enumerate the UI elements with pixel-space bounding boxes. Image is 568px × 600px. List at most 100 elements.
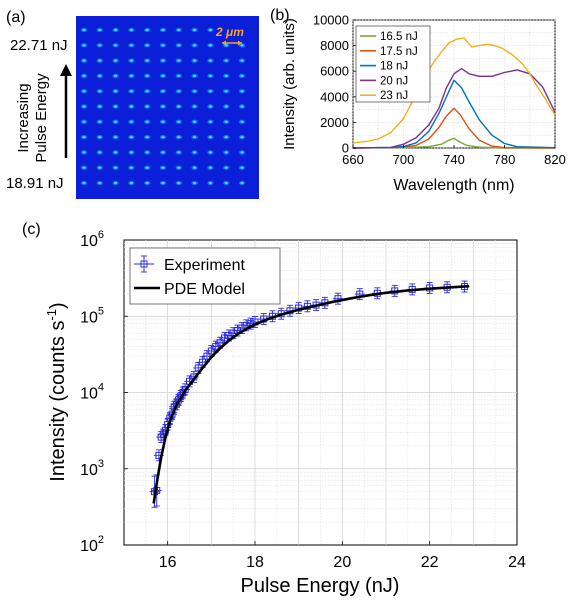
chart-c-y-tick-label: 106 — [80, 229, 104, 250]
emitter-spot — [224, 181, 228, 185]
chart-c-data-point — [215, 336, 226, 349]
chart-b-legend-label: 16.5 nJ — [380, 31, 418, 43]
emitter-spot — [193, 90, 197, 93]
panel-c: (c) 16 18 20 22 24 102 103 104 105 106 Pulse Ene… — [22, 221, 526, 597]
emitter-spot — [98, 105, 102, 108]
emitter-spot — [82, 181, 86, 185]
emitter-spot — [177, 90, 181, 93]
emitter-spot-grid — [80, 27, 246, 186]
emitter-spot — [98, 90, 102, 93]
chart-b-y-tick-label: 10000 — [313, 13, 349, 28]
emitter-spot — [177, 28, 181, 32]
emitter-spot — [161, 44, 165, 47]
emitter-spot — [224, 59, 228, 62]
scale-arrow-left — [222, 40, 226, 46]
emitter-spot — [240, 74, 244, 77]
emitter-spot — [177, 44, 181, 47]
emitter-spot — [161, 166, 165, 169]
chart-b-legend: 16.5 nJ 17.5 nJ 18 nJ 20 nJ 23 nJ — [355, 25, 431, 103]
chart-b-x-ticks: 660 700 740 780 820 — [342, 145, 566, 167]
emitter-spot — [193, 59, 197, 62]
chart-c-y-tick-label: 104 — [80, 382, 104, 403]
emitter-spot — [193, 28, 197, 32]
emitter-spot — [98, 181, 102, 185]
emitter-spot — [145, 120, 149, 123]
chart-b-series-line-0 — [352, 137, 555, 149]
chart-c-legend-label: Experiment — [164, 257, 245, 274]
panel-b-label: (b) — [270, 7, 290, 24]
chart-b-legend-label: 17.5 nJ — [380, 46, 418, 58]
emitter-spot — [114, 74, 118, 77]
chart-c-x-tick-label: 18 — [246, 554, 264, 571]
emitter-spot — [129, 28, 133, 32]
chart-b-x-tick-label: 660 — [342, 152, 364, 167]
emitter-spot — [129, 74, 133, 77]
emitter-spot — [82, 151, 86, 154]
emitter-spot — [145, 136, 149, 139]
chart-c-data-point — [153, 449, 164, 462]
emitter-spot — [129, 44, 133, 47]
emitter-spot — [145, 181, 149, 185]
emitter-spot — [177, 74, 181, 77]
emitter-spot — [114, 166, 118, 169]
chart-c-data-point — [332, 292, 343, 305]
emitter-spot — [145, 59, 149, 62]
emitter-spot — [240, 136, 244, 139]
emitter-spot — [114, 181, 118, 185]
emitter-spot — [177, 120, 181, 123]
chart-c-legend-box — [129, 247, 281, 305]
chart-c-legend-experiment-marker — [134, 255, 154, 273]
chart-c-x-tick-label: 20 — [333, 554, 351, 571]
chart-b-series-line-4 — [352, 37, 556, 144]
emitter-spot — [240, 181, 244, 185]
emitter-spot — [82, 120, 86, 123]
emitter-spot — [98, 151, 102, 154]
chart-c-x-tick-label: 24 — [508, 554, 526, 571]
emitter-spot — [240, 151, 244, 154]
emitter-spot — [114, 151, 118, 154]
emitter-spot — [208, 44, 212, 47]
emitter-spot — [193, 166, 197, 169]
emitter-spot — [208, 105, 212, 108]
chart-b-y-axis-label: Intensity (arb. units) — [281, 18, 298, 150]
emitter-spot — [114, 44, 118, 47]
emitter-spot — [161, 74, 165, 77]
chart-c-y-tick-label: 103 — [80, 458, 104, 479]
emitter-spot — [193, 120, 197, 123]
emitter-spot — [145, 28, 149, 32]
chart-b-legend-label: 18 nJ — [380, 61, 408, 73]
chart-c-y-tick-label: 105 — [80, 305, 104, 326]
chart-b-series-line-2 — [352, 79, 556, 149]
emitter-spot — [145, 151, 149, 154]
emitter-spot — [177, 181, 181, 185]
emitter-spot — [129, 166, 133, 169]
emitter-spot — [82, 44, 86, 47]
emitter-spot — [82, 59, 86, 62]
chart-b-x-tick-label: 700 — [393, 152, 415, 167]
emitter-spot — [82, 90, 86, 93]
emitter-spot — [177, 136, 181, 139]
chart-c-series — [149, 280, 470, 508]
emitter-spot — [161, 59, 165, 62]
emitter-spot — [82, 136, 86, 139]
panel-b: (b) 660 700 740 780 820 0 2000 4000 6000 8000 100… — [270, 7, 566, 194]
emitter-spot — [114, 59, 118, 62]
emitter-spot — [98, 59, 102, 62]
chart-c-x-ticks: 16 18 20 22 24 — [159, 541, 526, 571]
emitter-spot — [240, 166, 244, 169]
chart-b-series-line-1 — [352, 107, 556, 149]
chart-c-y-tick-label: 102 — [80, 534, 104, 555]
chart-b-legend-box — [355, 25, 431, 103]
emitter-spot — [208, 59, 212, 62]
emitter-spot — [208, 136, 212, 139]
emitter-spot — [98, 44, 102, 47]
emitter-spot — [161, 28, 165, 32]
arrow-label-line1: Increasing — [15, 83, 32, 152]
emitter-spot — [114, 90, 118, 93]
emitter-spot — [129, 90, 133, 93]
emitter-spot — [208, 28, 212, 32]
chart-b-x-axis-label: Wavelength (nm) — [393, 177, 514, 194]
chart-b-x-tick-label: 820 — [544, 152, 566, 167]
emitter-spot — [208, 120, 212, 123]
emitter-spot — [208, 166, 212, 169]
